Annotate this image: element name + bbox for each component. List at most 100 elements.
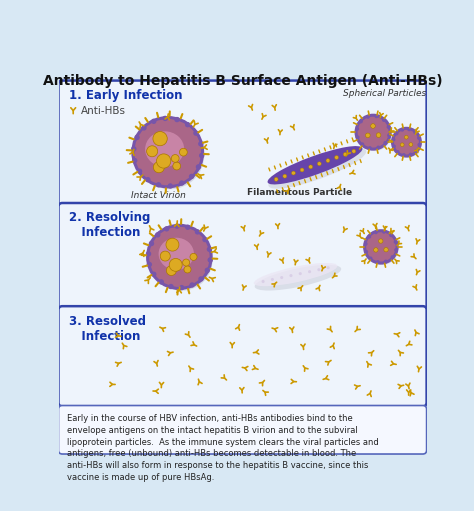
Ellipse shape (366, 233, 396, 262)
Ellipse shape (190, 282, 195, 288)
FancyBboxPatch shape (58, 406, 427, 454)
Ellipse shape (402, 153, 406, 157)
Ellipse shape (134, 135, 140, 140)
Ellipse shape (335, 155, 338, 159)
Ellipse shape (184, 266, 191, 273)
Ellipse shape (149, 227, 210, 287)
Ellipse shape (389, 234, 393, 237)
Ellipse shape (198, 141, 203, 147)
Ellipse shape (356, 135, 360, 139)
Ellipse shape (407, 127, 411, 131)
Ellipse shape (374, 230, 378, 234)
Text: Intact Virion: Intact Virion (131, 191, 186, 200)
Ellipse shape (160, 251, 170, 261)
Ellipse shape (391, 127, 422, 157)
Text: 2. Resolving
   Infection: 2. Resolving Infection (69, 212, 150, 240)
Ellipse shape (274, 177, 278, 181)
Ellipse shape (180, 148, 187, 156)
Ellipse shape (132, 158, 137, 163)
Ellipse shape (290, 274, 292, 277)
Ellipse shape (366, 115, 370, 119)
Ellipse shape (392, 145, 396, 148)
Ellipse shape (137, 169, 142, 174)
Ellipse shape (379, 239, 383, 243)
Ellipse shape (262, 280, 264, 283)
Ellipse shape (352, 149, 356, 153)
Ellipse shape (254, 263, 337, 286)
FancyBboxPatch shape (58, 306, 427, 406)
Ellipse shape (343, 152, 347, 156)
Ellipse shape (367, 235, 371, 239)
Ellipse shape (207, 247, 212, 252)
Ellipse shape (391, 255, 394, 259)
Ellipse shape (179, 285, 184, 290)
Ellipse shape (376, 260, 380, 264)
Text: Early in the course of HBV infection, anti-HBs antibodies bind to the
envelope a: Early in the course of HBV infection, an… (67, 414, 379, 482)
Ellipse shape (159, 279, 164, 285)
Ellipse shape (155, 232, 160, 238)
Ellipse shape (168, 183, 173, 189)
Ellipse shape (363, 229, 399, 265)
Ellipse shape (318, 162, 321, 166)
Ellipse shape (393, 240, 398, 244)
Ellipse shape (168, 284, 173, 289)
Ellipse shape (395, 131, 399, 135)
Ellipse shape (268, 148, 366, 189)
Ellipse shape (156, 154, 171, 168)
Ellipse shape (364, 242, 368, 246)
Ellipse shape (199, 153, 204, 158)
Text: 1. Early Infection: 1. Early Infection (69, 89, 182, 102)
Ellipse shape (404, 135, 408, 139)
Ellipse shape (164, 226, 169, 231)
Ellipse shape (151, 119, 156, 124)
Ellipse shape (271, 278, 274, 281)
FancyBboxPatch shape (58, 81, 427, 207)
Ellipse shape (355, 127, 359, 131)
Ellipse shape (396, 150, 400, 154)
Ellipse shape (369, 257, 373, 261)
Text: Filamentous Particle: Filamentous Particle (247, 189, 352, 197)
Ellipse shape (196, 164, 201, 170)
Ellipse shape (360, 143, 365, 146)
Ellipse shape (394, 130, 419, 154)
Ellipse shape (171, 154, 179, 162)
Ellipse shape (154, 162, 164, 173)
Ellipse shape (409, 153, 412, 156)
Ellipse shape (174, 117, 180, 122)
Ellipse shape (299, 272, 302, 275)
Text: Antibody to Hepatitis B Surface Antigen (Anti-HBs): Antibody to Hepatitis B Surface Antigen … (43, 74, 443, 88)
Ellipse shape (173, 162, 181, 170)
Ellipse shape (368, 146, 372, 150)
Ellipse shape (153, 131, 167, 146)
Ellipse shape (151, 271, 156, 277)
Ellipse shape (159, 238, 194, 270)
Ellipse shape (317, 268, 320, 271)
Ellipse shape (308, 270, 311, 273)
Ellipse shape (382, 230, 386, 234)
Ellipse shape (185, 122, 191, 127)
Ellipse shape (364, 250, 368, 254)
Ellipse shape (355, 113, 392, 151)
Ellipse shape (365, 133, 370, 137)
Ellipse shape (166, 238, 179, 251)
Text: Spherical Particles: Spherical Particles (343, 89, 427, 98)
Ellipse shape (195, 229, 200, 235)
Ellipse shape (145, 177, 151, 182)
Ellipse shape (208, 257, 213, 263)
Ellipse shape (141, 125, 146, 131)
Ellipse shape (401, 143, 404, 147)
Ellipse shape (198, 276, 204, 282)
Ellipse shape (190, 253, 197, 261)
Ellipse shape (202, 237, 208, 242)
Ellipse shape (174, 223, 180, 229)
Ellipse shape (179, 180, 184, 186)
FancyBboxPatch shape (58, 203, 427, 311)
Text: Anti-HBs: Anti-HBs (81, 106, 126, 115)
Ellipse shape (146, 146, 158, 157)
Ellipse shape (166, 266, 176, 275)
Ellipse shape (395, 131, 421, 158)
Ellipse shape (383, 141, 387, 145)
Ellipse shape (358, 118, 392, 151)
Ellipse shape (366, 234, 398, 265)
Ellipse shape (394, 248, 398, 252)
